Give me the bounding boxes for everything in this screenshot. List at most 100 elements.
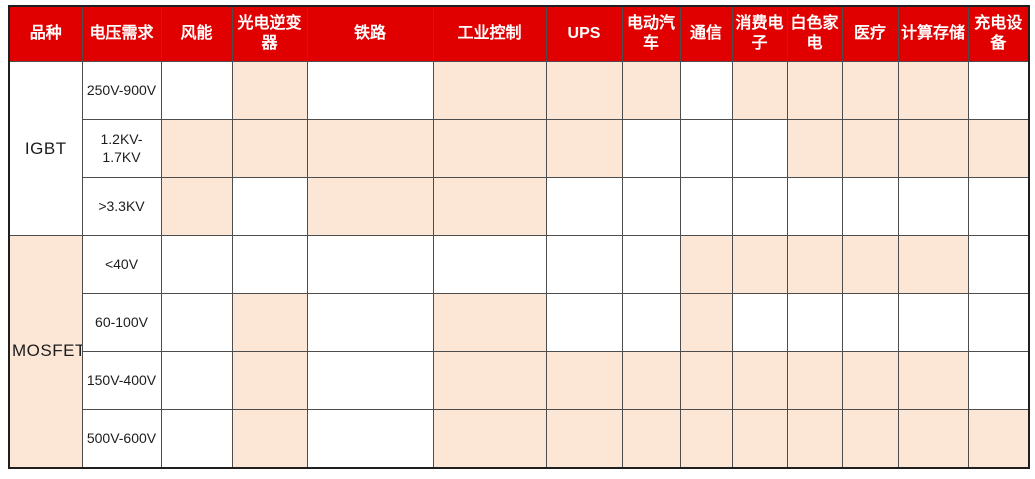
application-matrix-table: 品种 电压需求 风能 光电逆变器 铁路 工业控制 UPS 电动汽车 通信 消费电子 白色家电 医疗 计算…	[8, 5, 1030, 469]
column-header-5: 工业控制	[432, 5, 547, 62]
matrix-cell-empty	[306, 351, 434, 410]
voltage-range-cell: 150V-400V	[81, 351, 162, 410]
matrix-cell-marked	[841, 235, 899, 294]
matrix-cell-empty	[621, 177, 681, 236]
matrix-cell-marked	[306, 177, 434, 236]
matrix-cell-marked	[786, 351, 843, 410]
matrix-cell-marked	[841, 409, 899, 468]
matrix-cell-empty	[967, 351, 1030, 410]
voltage-range-cell: 1.2KV-1.7KV	[81, 119, 162, 178]
matrix-cell-empty	[160, 293, 233, 352]
matrix-cell-empty	[306, 61, 434, 120]
matrix-cell-marked	[731, 61, 788, 120]
matrix-cell-empty	[731, 177, 788, 236]
column-header-11: 医疗	[841, 5, 899, 62]
matrix-cell-marked	[231, 119, 308, 178]
matrix-cell-empty	[231, 177, 308, 236]
matrix-cell-marked	[679, 293, 733, 352]
table-row: MOSFET <40V	[8, 235, 1030, 468]
matrix-cell-empty	[160, 409, 233, 468]
matrix-cell-empty	[786, 293, 843, 352]
matrix-cell-marked	[432, 409, 547, 468]
matrix-cell-empty	[432, 235, 547, 294]
matrix-cell-marked	[432, 119, 547, 178]
matrix-cell-marked	[967, 119, 1030, 178]
matrix-cell-marked	[160, 177, 233, 236]
matrix-cell-marked	[679, 351, 733, 410]
column-header-8: 通信	[679, 5, 733, 62]
variety-cell-1: MOSFET	[8, 235, 83, 468]
matrix-cell-marked	[231, 61, 308, 120]
matrix-cell-empty	[306, 235, 434, 294]
matrix-cell-empty	[897, 293, 969, 352]
matrix-cell-empty	[786, 177, 843, 236]
matrix-cell-marked	[231, 409, 308, 468]
matrix-cell-marked	[731, 351, 788, 410]
matrix-cell-marked	[897, 235, 969, 294]
matrix-cell-empty	[679, 177, 733, 236]
matrix-cell-empty	[841, 177, 899, 236]
matrix-cell-marked	[897, 61, 969, 120]
matrix-cell-empty	[545, 235, 623, 294]
matrix-cell-empty	[967, 235, 1030, 294]
matrix-cell-marked	[897, 351, 969, 410]
matrix-cell-marked	[432, 351, 547, 410]
matrix-cell-marked	[545, 409, 623, 468]
table-row: 500V-600V	[9, 409, 1030, 468]
matrix-cell-marked	[621, 409, 681, 468]
table-row: >3.3KV	[9, 177, 1030, 236]
voltage-range-cell: <40V	[81, 235, 162, 294]
table-row: 60-100V	[9, 293, 1030, 352]
column-header-0: 品种	[8, 5, 83, 62]
table-row: IGBT 250V-900V	[8, 61, 1030, 236]
matrix-cell-marked	[621, 351, 681, 410]
matrix-cell-marked	[786, 235, 843, 294]
table-row: 150V-400V	[9, 351, 1030, 410]
matrix-cell-empty	[160, 235, 233, 294]
voltage-range-cell: 250V-900V	[81, 61, 162, 120]
matrix-cell-empty	[160, 351, 233, 410]
column-header-10: 白色家电	[786, 5, 843, 62]
matrix-cell-empty	[621, 235, 681, 294]
column-header-6: UPS	[545, 5, 623, 62]
matrix-cell-marked	[679, 235, 733, 294]
matrix-cell-empty	[679, 119, 733, 178]
matrix-cell-marked	[967, 409, 1030, 468]
matrix-cell-empty	[160, 61, 233, 120]
column-header-7: 电动汽车	[621, 5, 681, 62]
matrix-cell-marked	[841, 351, 899, 410]
matrix-cell-marked	[786, 409, 843, 468]
column-header-4: 铁路	[306, 5, 434, 62]
matrix-cell-marked	[679, 409, 733, 468]
column-header-12: 计算存储	[897, 5, 969, 62]
matrix-cell-empty	[841, 293, 899, 352]
matrix-cell-empty	[306, 293, 434, 352]
matrix-cell-marked	[160, 119, 233, 178]
matrix-cell-marked	[432, 61, 547, 120]
column-header-9: 消费电子	[731, 5, 788, 62]
matrix-cell-marked	[545, 351, 623, 410]
matrix-cell-empty	[731, 293, 788, 352]
matrix-cell-marked	[731, 235, 788, 294]
column-header-2: 风能	[160, 5, 233, 62]
variety-cell-0: IGBT	[8, 61, 83, 236]
column-header-1: 电压需求	[81, 5, 162, 62]
matrix-cell-empty	[967, 293, 1030, 352]
matrix-cell-empty	[545, 293, 623, 352]
voltage-range-cell: 60-100V	[81, 293, 162, 352]
voltage-application-matrix: 品种 电压需求 风能 光电逆变器 铁路 工业控制 UPS 电动汽车 通信 消费电子 白色家电 医疗 计算…	[8, 5, 1030, 469]
matrix-cell-marked	[231, 351, 308, 410]
matrix-cell-empty	[967, 177, 1030, 236]
table-row: 1.2KV-1.7KV	[9, 119, 1030, 178]
matrix-cell-marked	[432, 177, 547, 236]
matrix-cell-empty	[621, 293, 681, 352]
matrix-cell-marked	[306, 119, 434, 178]
matrix-cell-marked	[432, 293, 547, 352]
matrix-cell-marked	[897, 409, 969, 468]
matrix-cell-marked	[786, 61, 843, 120]
matrix-cell-marked	[841, 119, 899, 178]
matrix-cell-empty	[731, 119, 788, 178]
matrix-cell-marked	[545, 61, 623, 120]
matrix-cell-marked	[897, 119, 969, 178]
matrix-cell-marked	[545, 119, 623, 178]
